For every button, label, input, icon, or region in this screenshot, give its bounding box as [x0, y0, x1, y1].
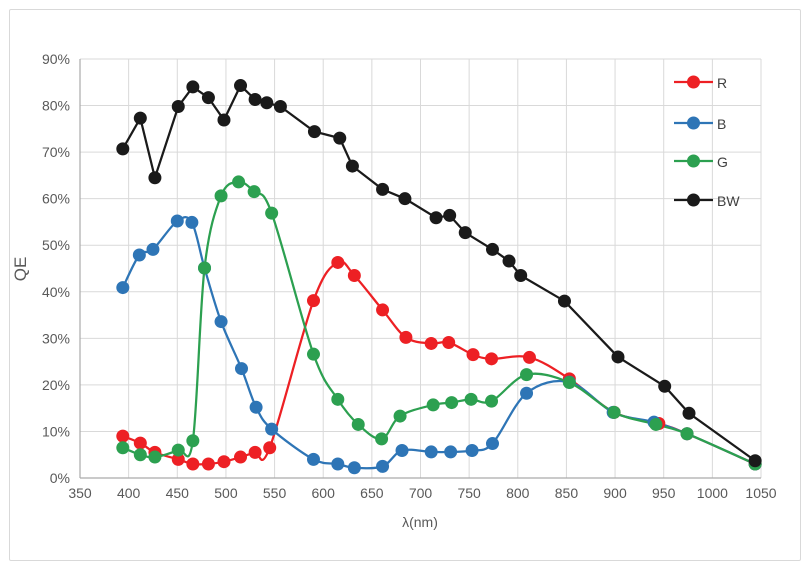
svg-text:1050: 1050 [745, 485, 776, 501]
svg-text:550: 550 [263, 485, 287, 501]
svg-text:20%: 20% [42, 377, 70, 393]
svg-text:650: 650 [360, 485, 384, 501]
svg-text:G: G [717, 154, 728, 170]
svg-text:30%: 30% [42, 330, 70, 346]
svg-text:40%: 40% [42, 284, 70, 300]
svg-text:900: 900 [603, 485, 627, 501]
svg-text:600: 600 [312, 485, 336, 501]
svg-text:90%: 90% [42, 51, 70, 67]
svg-text:400: 400 [117, 485, 141, 501]
svg-text:700: 700 [409, 485, 433, 501]
svg-text:800: 800 [506, 485, 530, 501]
svg-text:70%: 70% [42, 144, 70, 160]
svg-text:BW: BW [717, 193, 740, 209]
svg-text:350: 350 [68, 485, 92, 501]
svg-text:950: 950 [652, 485, 676, 501]
svg-text:1000: 1000 [697, 485, 728, 501]
svg-text:50%: 50% [42, 237, 70, 253]
svg-text:450: 450 [166, 485, 190, 501]
svg-text:850: 850 [555, 485, 579, 501]
svg-text:QE: QE [11, 257, 30, 282]
svg-text:R: R [717, 75, 727, 91]
svg-text:500: 500 [214, 485, 238, 501]
svg-text:0%: 0% [50, 470, 70, 486]
svg-text:750: 750 [457, 485, 481, 501]
svg-text:80%: 80% [42, 98, 70, 114]
svg-text:B: B [717, 116, 726, 132]
svg-text:10%: 10% [42, 423, 70, 439]
svg-text:λ(nm): λ(nm) [402, 514, 438, 530]
svg-text:60%: 60% [42, 191, 70, 207]
